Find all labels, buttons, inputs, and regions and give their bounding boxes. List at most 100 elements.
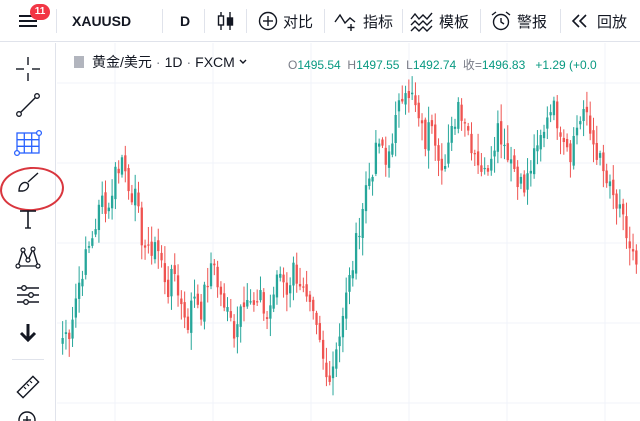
toolbar-divider xyxy=(56,9,57,33)
candle-up xyxy=(259,290,262,301)
candle-up xyxy=(509,159,513,164)
symbol-search-button[interactable]: XAUUSD xyxy=(72,0,131,42)
forecast-icon xyxy=(17,285,39,305)
candle-down xyxy=(242,302,246,308)
candle-down xyxy=(473,153,476,155)
candle-up xyxy=(134,188,137,206)
toolbar-divider xyxy=(402,9,403,33)
candle-down xyxy=(513,155,516,169)
alert-label: 警报 xyxy=(517,13,548,31)
candle-up xyxy=(427,122,430,151)
candle-down xyxy=(589,115,592,134)
candle-up xyxy=(453,126,457,129)
candle-up xyxy=(549,112,552,116)
legend-exchange: FXCM xyxy=(195,54,235,70)
candle-down xyxy=(223,293,226,308)
chevron-down-icon[interactable] xyxy=(238,57,248,67)
candle-down xyxy=(486,168,490,172)
zoom-tool-button[interactable] xyxy=(8,403,48,421)
candle-down xyxy=(295,264,298,284)
candle-down xyxy=(325,362,328,378)
toolbar-divider xyxy=(246,9,247,33)
candle-up xyxy=(519,176,523,184)
interval-button[interactable]: D xyxy=(180,0,190,42)
candle-down xyxy=(500,121,503,145)
trend-line-tool-button[interactable] xyxy=(8,87,48,123)
indicators-button[interactable]: 指标 xyxy=(334,0,393,42)
candle-up xyxy=(361,208,364,238)
candle-up xyxy=(575,127,579,136)
legend-collapse-icon[interactable] xyxy=(74,56,84,68)
fib-grid-tool-button[interactable] xyxy=(8,125,48,161)
interval-label: D xyxy=(180,13,191,29)
fib-grid-icon xyxy=(13,129,43,157)
candle-up xyxy=(503,144,506,147)
chart-type-button[interactable] xyxy=(216,0,236,42)
pattern-tool-button[interactable] xyxy=(8,239,48,275)
legend-symbol-title[interactable]: 黄金/美元 xyxy=(92,54,152,70)
candle-down xyxy=(401,98,404,102)
close-value: 1496.83 xyxy=(481,58,526,72)
candle-up xyxy=(598,153,602,158)
close-label: 收= xyxy=(462,58,482,72)
main-menu-button[interactable]: 11 xyxy=(0,0,56,42)
candle-up xyxy=(374,142,378,174)
candle-down xyxy=(256,301,259,303)
candle-down xyxy=(180,298,183,305)
candle-down xyxy=(130,193,134,203)
candle-up xyxy=(368,178,371,186)
notification-badge: 11 xyxy=(30,4,50,20)
candle-down xyxy=(140,207,143,246)
candle-down xyxy=(265,317,269,319)
candle-down xyxy=(196,293,199,305)
candle-up xyxy=(552,100,556,116)
candle-up xyxy=(331,366,335,379)
candle-down xyxy=(414,95,417,106)
compare-button[interactable]: 对比 xyxy=(258,0,313,42)
candle-down xyxy=(199,301,203,320)
candle-down xyxy=(147,244,150,246)
indicators-label: 指标 xyxy=(363,13,394,31)
candle-down xyxy=(407,90,411,99)
candle-down xyxy=(480,165,483,172)
candle-down xyxy=(434,124,437,146)
crosshair-tool-button[interactable] xyxy=(8,51,48,87)
candle-up xyxy=(371,176,374,182)
candle-up xyxy=(246,299,249,307)
change-percent: (+0.0 xyxy=(569,58,597,72)
forecast-tool-button[interactable] xyxy=(8,277,48,313)
ruler-tool-button[interactable] xyxy=(8,369,48,405)
templates-label: 模板 xyxy=(439,13,470,31)
candle-up xyxy=(97,204,101,231)
open-label: O xyxy=(288,58,298,72)
candle-down xyxy=(569,143,572,163)
candle-up xyxy=(387,151,391,168)
more-tools-button[interactable] xyxy=(8,315,48,351)
candle-down xyxy=(160,252,163,261)
candle-up xyxy=(77,282,81,299)
alarm-clock-icon xyxy=(491,11,511,31)
candle-up xyxy=(447,142,450,164)
candle-down xyxy=(213,263,216,266)
toolbar-divider xyxy=(204,9,205,33)
candle-down xyxy=(562,137,565,143)
candle-up xyxy=(341,315,345,338)
candle-up xyxy=(404,93,407,105)
candle-up xyxy=(532,148,536,175)
low-value: 1492.74 xyxy=(412,58,457,72)
brush-tool-button[interactable] xyxy=(8,165,48,201)
candle-up xyxy=(153,242,157,260)
candle-down xyxy=(302,286,305,288)
candle-down xyxy=(315,312,318,325)
candle-down xyxy=(117,168,120,174)
candle-down xyxy=(173,265,176,275)
candle-down xyxy=(585,106,589,113)
price-chart[interactable] xyxy=(57,43,640,421)
text-tool-button[interactable] xyxy=(8,201,48,237)
candle-down xyxy=(437,145,440,161)
candle-up xyxy=(292,262,295,286)
replay-button[interactable]: 回放 xyxy=(570,0,627,42)
legend-interval: 1D xyxy=(164,54,183,70)
alert-button[interactable]: 警报 xyxy=(490,0,547,42)
templates-button[interactable]: 模板 xyxy=(410,0,469,42)
